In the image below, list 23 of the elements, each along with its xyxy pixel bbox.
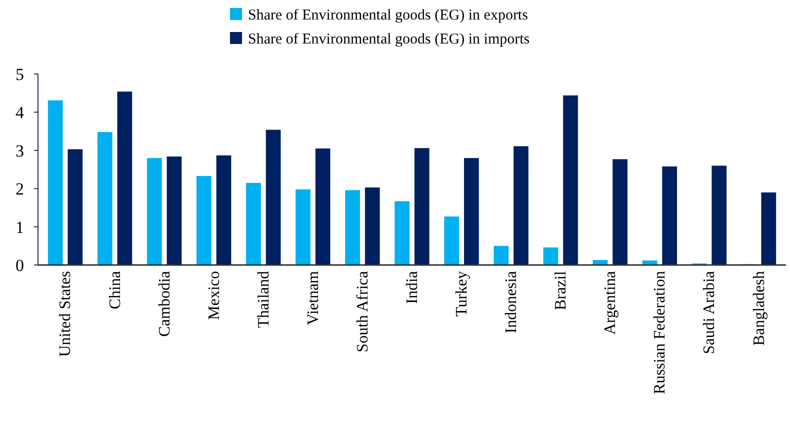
legend-label: Share of Environmental goods (EG) in imports — [248, 31, 530, 48]
x-tick-label: United States — [57, 271, 74, 357]
y-tick-label: 0 — [16, 256, 24, 275]
x-tick-label: South Africa — [354, 271, 372, 352]
x-tick-label: Vietnam — [304, 270, 322, 326]
x-tick-label: Bangladesh — [750, 271, 768, 346]
x-tick-label: Brazil — [552, 270, 570, 310]
x-tick-label: Mexico — [206, 271, 223, 320]
y-tick-label: 2 — [16, 180, 24, 199]
x-tick-label: India — [404, 271, 421, 304]
x-tick-label: Saudi Arabia — [701, 271, 718, 354]
y-tick-label: 4 — [16, 103, 24, 122]
legend-label: Share of Environmental goods (EG) in exports — [248, 7, 528, 24]
y-tick-label: 5 — [16, 64, 24, 84]
y-tick-label: 3 — [16, 141, 24, 160]
x-tick-label: Turkey — [454, 271, 471, 317]
x-tick-label: China — [106, 271, 124, 310]
x-tick-label: Russian Federation — [652, 271, 669, 394]
x-tick-label: Argentina — [602, 271, 620, 335]
x-tick-label: Thailand — [255, 271, 272, 328]
y-tick-label: 1 — [16, 218, 24, 237]
x-tick-label: Cambodia — [156, 271, 174, 337]
x-tick-label: Indonesia — [503, 271, 520, 334]
